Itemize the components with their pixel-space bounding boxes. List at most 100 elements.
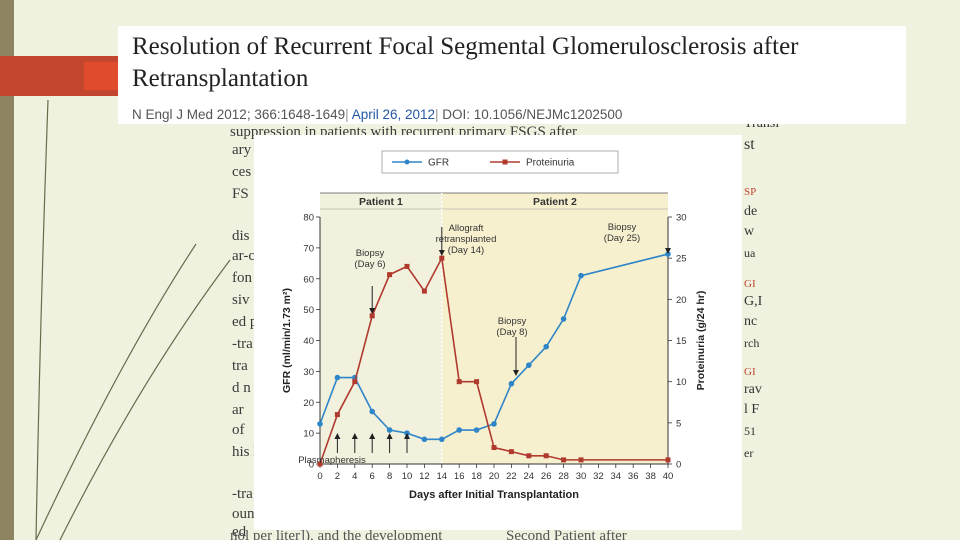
article-fragment-right: l F — [744, 402, 760, 417]
annotation-line: Biopsy — [356, 248, 385, 259]
article-fragment-right: 51 — [744, 424, 756, 438]
article-bottom-right: Second Patient after — [506, 528, 627, 540]
annotation-3: Biopsy (Day 25) — [604, 222, 640, 244]
annotation-arrowhead — [369, 308, 376, 314]
article-fragment: of — [232, 422, 245, 438]
article-fragment: ar — [232, 402, 244, 418]
article-fragment: oun — [232, 506, 255, 522]
x-tick-label: 6 — [370, 471, 375, 482]
data-point-gfr — [386, 427, 393, 433]
x-tick-label: 0 — [317, 471, 322, 482]
article-fragment: siv — [232, 292, 250, 308]
annotation-4: Biopsy (Day 8) — [496, 316, 527, 338]
plasmapheresis-arrowhead — [334, 433, 341, 439]
y-tick-label-left: 20 — [303, 398, 314, 409]
x-tick-label: 8 — [387, 471, 392, 482]
region-label-patient-2: Patient 2 — [533, 196, 577, 208]
y-tick-label-right: 0 — [676, 460, 681, 471]
doi: DOI: 10.1056/NEJMc1202500 — [442, 107, 623, 122]
annotation-line: Biopsy — [498, 316, 527, 327]
article-fragment: ar-c — [232, 248, 256, 264]
data-point-proteinuria — [526, 453, 532, 459]
y-tick-label-right: 30 — [676, 213, 687, 224]
data-point-gfr — [560, 316, 567, 322]
plasmapheresis-arrowhead — [404, 433, 410, 439]
article-fragment: his l — [232, 444, 258, 460]
article-fragment-right: w — [744, 224, 755, 239]
article-header: Resolution of Recurrent Focal Segmental … — [118, 26, 906, 124]
data-point-proteinuria — [665, 457, 671, 463]
article-fragment-right: rav — [744, 382, 762, 397]
data-point-gfr — [421, 436, 428, 443]
legend-label-gfr: GFR — [428, 158, 449, 169]
plasmapheresis-arrowhead — [386, 433, 393, 439]
x-axis-title: Days after Initial Transplantation — [409, 489, 579, 501]
accent-tab-highlight — [84, 62, 118, 90]
article-fragment-right: G,I — [744, 294, 763, 309]
data-point-gfr — [665, 251, 671, 257]
y-tick-label-left: 40 — [303, 336, 314, 347]
data-point-proteinuria — [439, 255, 445, 261]
x-tick-label: 28 — [558, 471, 569, 482]
plasmapheresis-arrowhead — [369, 433, 376, 439]
data-point-gfr — [317, 421, 323, 427]
x-tick-label: 10 — [402, 471, 413, 482]
data-point-proteinuria — [456, 379, 462, 385]
x-tick-label: 36 — [628, 471, 639, 482]
annotation-1: Biopsy (Day 6) — [354, 248, 385, 270]
data-point-proteinuria — [474, 379, 480, 385]
x-tick-label: 38 — [645, 471, 656, 482]
x-tick-label: 32 — [593, 471, 604, 482]
annotation-line: retransplanted — [436, 234, 497, 245]
article-fragment-right: GI — [744, 278, 756, 290]
y-tick-label-left: 60 — [303, 274, 314, 285]
plasmapheresis-arrowhead — [351, 433, 358, 439]
article-fragment: ces — [232, 164, 252, 180]
x-tick-label: 12 — [419, 471, 430, 482]
article-bottom-line: nol per liter]), and the development — [230, 528, 443, 540]
x-tick-label: 20 — [489, 471, 500, 482]
x-tick-label: 18 — [471, 471, 482, 482]
data-point-proteinuria — [317, 461, 323, 467]
article-fragment: ed — [232, 524, 247, 540]
data-point-gfr — [456, 427, 462, 433]
article-fragment: fon — [232, 270, 252, 286]
annotation-arrowhead — [665, 248, 671, 254]
patient-region-2 — [441, 193, 668, 464]
article-fragment: d n — [232, 380, 251, 396]
x-tick-label: 40 — [663, 471, 674, 482]
data-point-proteinuria — [561, 457, 567, 463]
left-accent-bar — [0, 0, 14, 540]
y-tick-label-left: 10 — [303, 429, 314, 440]
y-tick-label-right: 5 — [676, 418, 681, 429]
data-point-proteinuria — [404, 263, 410, 269]
annotation-line: (Day 8) — [496, 327, 527, 338]
x-tick-label: 4 — [352, 471, 357, 482]
annotation-line: Biopsy — [608, 222, 637, 233]
y-tick-label-right: 10 — [676, 377, 687, 388]
data-point-gfr — [508, 380, 515, 387]
y-tick-label-left: 30 — [303, 367, 314, 378]
article-title: Resolution of Recurrent Focal Segmental … — [132, 33, 799, 92]
data-point-gfr — [439, 436, 445, 443]
publication-date-link[interactable]: April 26, 2012 — [351, 107, 435, 122]
region-label-patient-1: Patient 1 — [359, 196, 403, 208]
figure-panel: Patient 1 Patient 2 GFR Proteinuria 0 2 4 6 8 10 1… — [254, 135, 742, 530]
article-fragment-right: de — [744, 204, 758, 219]
citation-separator: | — [435, 107, 439, 122]
article-fragment: ed p — [232, 314, 258, 330]
x-tick-label: 22 — [506, 471, 517, 482]
annotation-line: Plasmapheresis — [298, 455, 366, 466]
article-fragment: ary — [232, 142, 252, 158]
y-axis-title-left: GFR (ml/min/1.73 m²) — [281, 288, 293, 393]
data-point-proteinuria — [334, 412, 340, 418]
x-tick-label: 26 — [541, 471, 552, 482]
x-tick-label: 30 — [576, 471, 587, 482]
annotation-arrowhead — [438, 250, 445, 256]
x-tick-label: 24 — [524, 471, 535, 482]
article-fragment-right: SP — [744, 186, 757, 198]
data-point-gfr — [526, 362, 532, 368]
decorative-lines — [35, 99, 231, 540]
